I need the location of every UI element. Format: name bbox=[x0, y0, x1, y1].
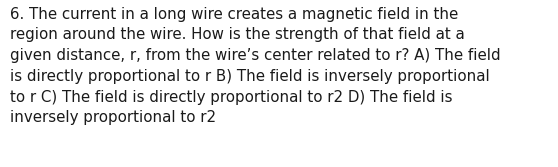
Text: 6. The current in a long wire creates a magnetic field in the
region around the : 6. The current in a long wire creates a … bbox=[10, 7, 501, 125]
